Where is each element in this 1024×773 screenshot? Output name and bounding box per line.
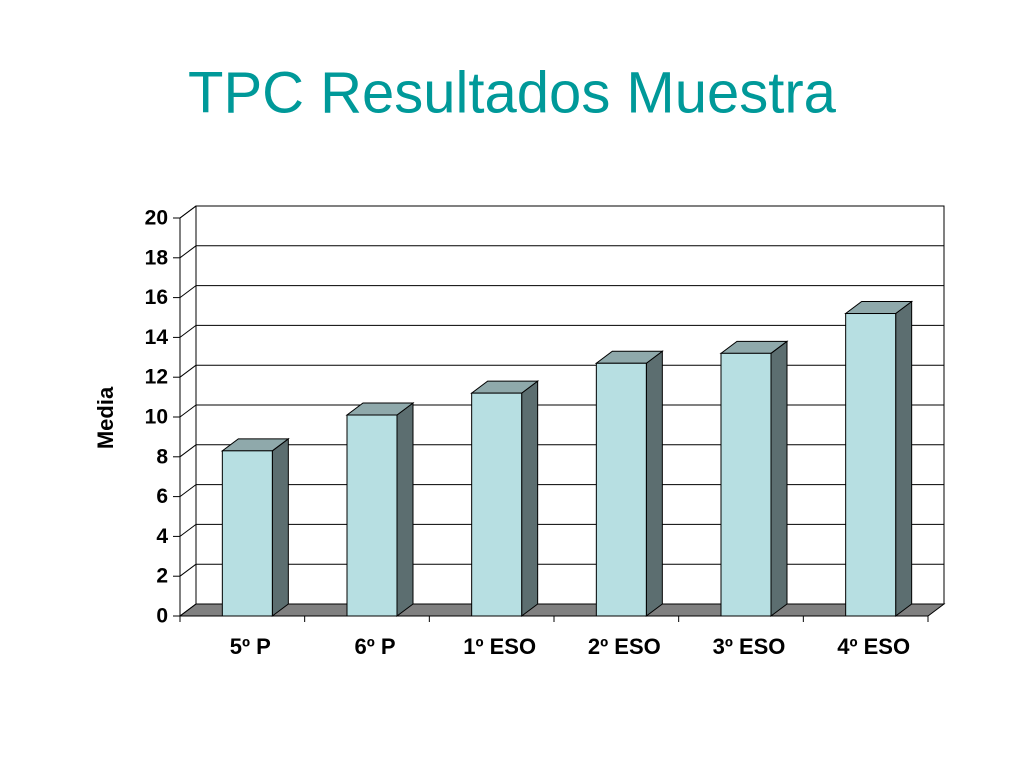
- bar: [845, 313, 897, 617]
- bar-side: [770, 340, 788, 617]
- grid-line-side: [179, 444, 197, 458]
- y-tick-label: 16: [145, 286, 168, 309]
- grid-line-side: [179, 484, 197, 498]
- y-tick-label: 14: [145, 326, 169, 349]
- grid-line-side: [179, 524, 197, 537]
- x-tick-label: 1º ESO: [463, 634, 536, 659]
- y-tick-label: 12: [145, 366, 168, 389]
- bar: [595, 362, 647, 617]
- y-tick-label: 2: [156, 565, 168, 588]
- grid-line-side: [179, 324, 197, 338]
- grid-line-side: [179, 563, 197, 577]
- bar-side: [271, 437, 289, 617]
- grid-line-side: [179, 364, 197, 378]
- y-tick-label: 6: [156, 485, 168, 508]
- x-tick-label: 6º P: [354, 634, 395, 659]
- y-tick-label: 10: [145, 406, 168, 429]
- bar-side: [521, 380, 539, 617]
- y-tick-label: 18: [145, 246, 169, 269]
- y-tick-label: 4: [156, 525, 168, 548]
- bar-side: [396, 402, 414, 617]
- y-tick-label: 8: [156, 445, 168, 468]
- grid-line-side: [179, 603, 197, 617]
- chart-title: TPC Resultados Muestra: [188, 60, 837, 125]
- x-tick-label: 3º ESO: [713, 634, 786, 659]
- bar-side: [645, 350, 663, 617]
- grid-line-side: [179, 205, 197, 219]
- grid-line-side: [179, 285, 197, 299]
- x-tick-label: 2º ESO: [588, 634, 661, 659]
- y-tick-label: 20: [145, 207, 168, 230]
- grid-line-side: [179, 245, 197, 259]
- floor: [178, 603, 946, 617]
- grid-line-side: [179, 404, 197, 418]
- bar: [221, 450, 273, 617]
- bar-side: [895, 300, 913, 617]
- y-tick-label: 0: [156, 605, 168, 628]
- x-tick-label: 5º P: [230, 634, 271, 659]
- bar: [471, 392, 523, 617]
- bar: [346, 414, 398, 617]
- bar: [720, 352, 772, 617]
- x-tick-label: 4º ESO: [837, 634, 910, 659]
- y-axis-label: Media: [93, 386, 118, 449]
